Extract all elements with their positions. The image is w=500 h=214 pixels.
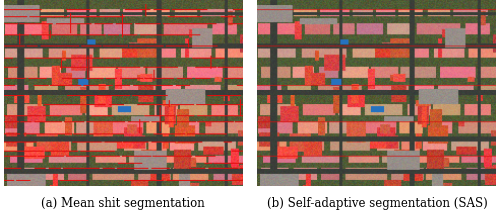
Text: (b) Self-adaptive segmentation (SAS): (b) Self-adaptive segmentation (SAS) (267, 197, 488, 210)
Text: (a) Mean shit segmentation: (a) Mean shit segmentation (40, 197, 204, 210)
